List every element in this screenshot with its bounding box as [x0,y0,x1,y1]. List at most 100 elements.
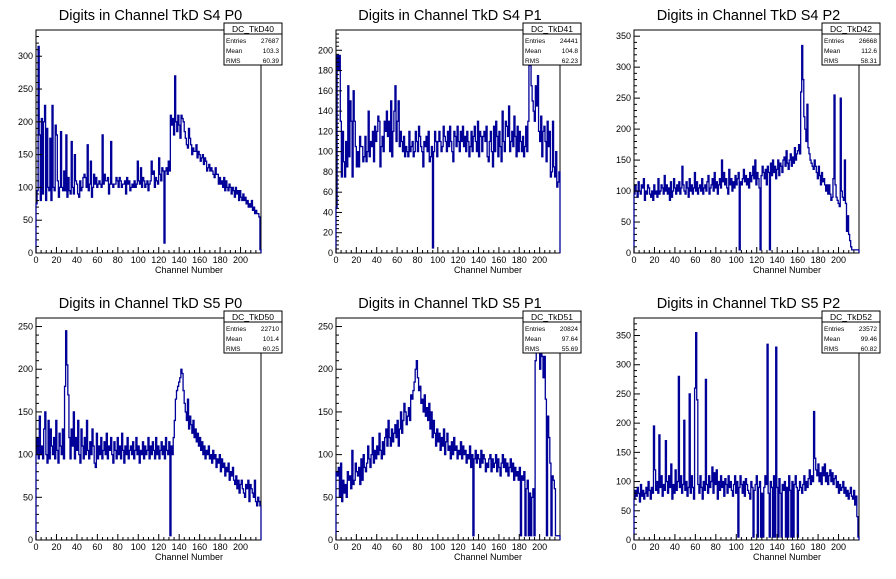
x-axis-label: Channel Number [454,552,522,562]
stats-rms-label: RMS [525,58,540,65]
stats-mean-label: Mean [824,48,841,55]
histogram-panel-5: 0 20 40 60 80 100 120 140 160 180 200 0 50 100 150 200 2… [616,296,881,562]
y-tick-label: 350 [616,331,631,341]
x-tick-label: 40 [372,542,382,552]
y-tick-label: 200 [18,364,33,374]
x-tick-label: 80 [711,542,721,552]
histogram-line [633,331,860,540]
stats-entries-label: Entries [226,38,247,45]
y-tick-label: 140 [318,106,333,116]
y-tick-label: 120 [318,126,333,136]
stats-box-frame [223,22,283,66]
y-tick-label: 300 [616,62,631,72]
y-tick-label: 100 [18,450,33,460]
x-tick-label: 20 [351,542,361,552]
stats-mean-value: 103.3 [263,48,280,55]
y-tick-label: 100 [616,477,631,487]
histogram-line [335,49,561,253]
x-tick-label: 80 [412,542,422,552]
stats-rms-value: 55.69 [562,346,579,353]
stats-name: DC_TkD51 [531,312,573,322]
x-tick-label: 20 [649,542,659,552]
x-tick-label: 40 [670,542,680,552]
chart-title: Digits in Channel TkD S4 P2 [657,8,841,24]
chart-title: Digits in Channel TkD S4 P0 [59,8,243,24]
stats-mean-value: 104.8 [562,48,579,55]
y-tick-label: 150 [18,407,33,417]
x-tick-label: 120 [451,542,466,552]
stats-box-frame [821,22,881,66]
chart-title: Digits in Channel TkD S5 P1 [358,296,542,312]
y-tick-label: 100 [318,450,333,460]
x-tick-label: 180 [811,255,826,265]
y-tick-label: 150 [616,447,631,457]
stats-box-frame [821,310,881,354]
stats-mean-label: Mean [226,336,243,343]
x-tick-label: 140 [770,542,785,552]
x-tick-label: 120 [749,255,764,265]
stats-box: DC_TkD50 Entries 22710 Mean 101.4 RMS 60.25 [223,310,283,354]
x-tick-label: 160 [790,255,805,265]
y-tick-label: 0 [328,248,333,258]
x-tick-label: 200 [532,255,547,265]
x-tick-label: 200 [831,255,846,265]
x-tick-label: 100 [729,542,744,552]
stats-box: DC_TkD42 Entries 26668 Mean 112.6 RMS 58.31 [821,22,881,66]
y-tick-label: 0 [28,248,33,258]
stats-entries-label: Entries [824,326,845,333]
histogram-panel-0: 0 20 40 60 80 100 120 140 160 180 200 0 50 100 150 200 2… [18,8,283,275]
y-tick-label: 200 [18,117,33,127]
stats-mean-value: 112.6 [861,48,877,55]
x-tick-label: 60 [392,542,402,552]
chart-title: Digits in Channel TkD S4 P1 [358,8,542,24]
x-tick-label: 20 [351,255,361,265]
stats-entries-label: Entries [824,38,845,45]
stats-box: DC_TkD40 Entries 27687 Mean 103.3 RMS 60.39 [223,22,283,66]
x-tick-label: 20 [51,542,61,552]
y-tick-label: 50 [23,215,33,225]
y-tick-label: 60 [323,187,333,197]
x-axis-label: Channel Number [155,552,223,562]
stats-mean-label: Mean [525,48,542,55]
stats-entries-label: Entries [525,38,546,45]
stats-entries-value: 23572 [859,326,877,333]
y-tick-label: 150 [616,155,631,165]
x-tick-label: 100 [131,542,146,552]
stats-rms-value: 60.82 [861,346,878,353]
x-tick-label: 60 [92,542,102,552]
x-tick-label: 160 [491,542,506,552]
x-tick-label: 160 [491,255,506,265]
histogram-panel-4: 0 20 40 60 80 100 120 140 160 180 200 0 50 100 150 200 2… [318,296,582,562]
y-tick-label: 50 [323,492,333,502]
x-tick-label: 60 [392,255,402,265]
x-tick-label: 60 [92,255,102,265]
x-tick-label: 120 [451,255,466,265]
histogram-line [335,325,561,540]
x-tick-label: 100 [430,255,445,265]
histogram-line [35,330,262,540]
y-tick-label: 20 [323,228,333,238]
x-tick-label: 120 [749,542,764,552]
x-tick-label: 200 [233,255,248,265]
x-tick-label: 0 [333,255,338,265]
stats-entries-value: 22710 [261,326,279,333]
x-tick-label: 0 [33,255,38,265]
x-tick-label: 100 [131,255,146,265]
x-tick-label: 20 [649,255,659,265]
y-tick-label: 80 [323,167,333,177]
stats-name: DC_TkD52 [830,312,872,322]
x-tick-label: 120 [151,542,166,552]
x-tick-label: 0 [631,542,636,552]
chart-title: Digits in Channel TkD S5 P0 [59,296,243,312]
stats-box-frame [522,310,582,354]
y-tick-label: 0 [626,248,631,258]
x-tick-label: 0 [333,542,338,552]
stats-box-frame [223,310,283,354]
y-tick-label: 50 [621,217,631,227]
y-tick-label: 200 [318,45,333,55]
histogram-line [35,45,262,253]
x-tick-label: 200 [831,542,846,552]
x-tick-label: 80 [412,255,422,265]
y-tick-label: 200 [616,124,631,134]
